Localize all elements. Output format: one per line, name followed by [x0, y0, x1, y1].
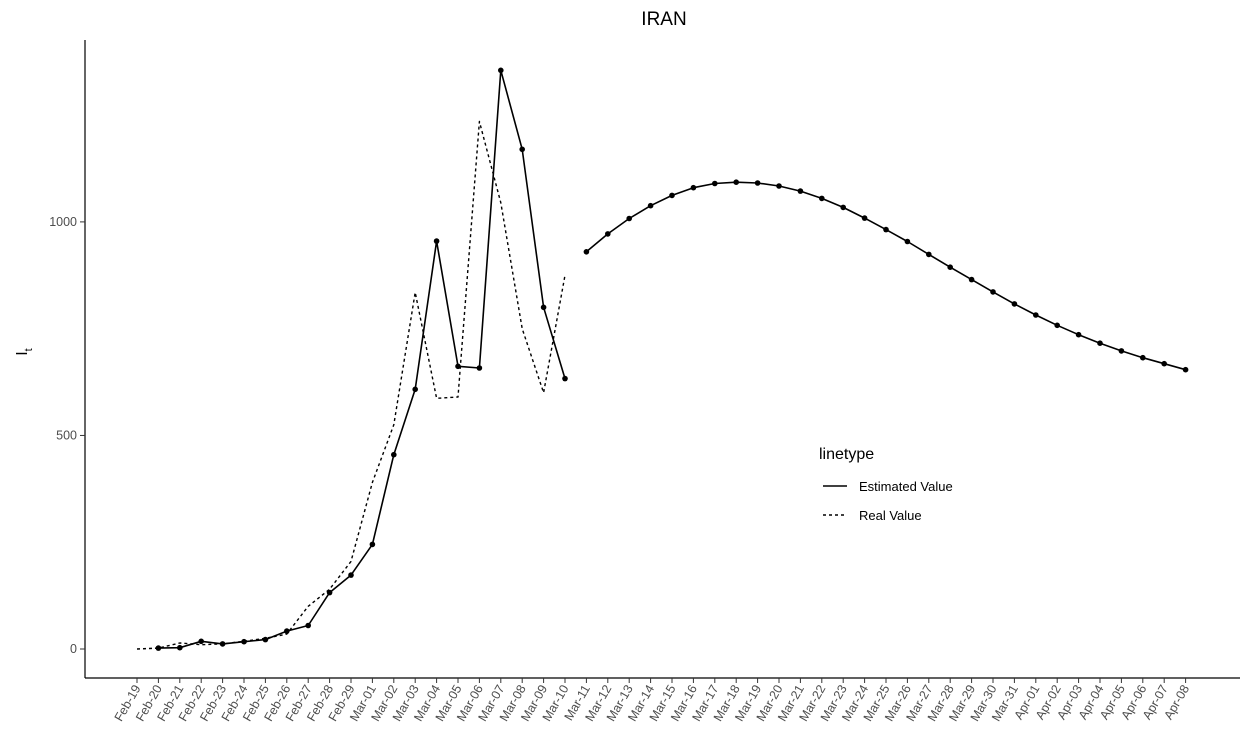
estimated-value-point [1118, 348, 1125, 354]
estimated-value-point [348, 572, 354, 578]
estimated-value-point [947, 264, 953, 271]
estimated-value-point [926, 251, 932, 258]
estimated-value-point [433, 238, 440, 244]
estimated-value-point [198, 638, 204, 645]
x-ticks: Feb-19Feb-20Feb-21Feb-22Feb-23Feb-24Feb-… [112, 678, 1192, 724]
estimated-value-point [733, 179, 739, 185]
legend-entries: Estimated Value Real Value [823, 479, 953, 523]
estimated-value-point [712, 180, 718, 187]
estimated-value-point [540, 304, 547, 311]
estimated-value-point [605, 231, 611, 237]
estimated-value-point [498, 67, 504, 74]
estimated-value-point [968, 276, 975, 283]
axes [84, 40, 1240, 679]
estimated-value-point [262, 636, 269, 643]
estimated-value-point [797, 188, 804, 194]
estimated-value-point [754, 180, 761, 186]
estimated-value-point [1182, 366, 1189, 373]
estimated-value-point [284, 628, 290, 634]
estimated-value-point [1075, 331, 1082, 338]
y-axis-title-subscript: t [23, 348, 35, 351]
legend-label: Estimated Value [859, 479, 953, 494]
y-ticks: 0 500 1000 [49, 215, 85, 656]
estimated-value-point [669, 192, 675, 199]
y-axis-title: It [14, 348, 35, 356]
estimated-value-point [155, 645, 162, 651]
estimated-value-point [1033, 312, 1039, 318]
y-tick-label: 0 [70, 642, 77, 656]
estimated-value-point [583, 249, 590, 255]
estimated-value-point [1054, 322, 1060, 329]
estimated-value-point [305, 622, 312, 629]
series-layer [136, 67, 1189, 651]
estimated-value-point [904, 238, 911, 245]
estimated-value-point [241, 638, 247, 645]
estimated-value-point [819, 195, 825, 202]
estimated-value-point [1161, 360, 1167, 367]
estimated-value-point [690, 184, 697, 191]
estimated-value-point [1011, 301, 1018, 307]
series-real-value [136, 120, 566, 650]
estimated-value-point [1140, 354, 1146, 361]
estimated-value-line [158, 69, 566, 649]
real-value-line [136, 120, 566, 650]
estimated-value-point [990, 289, 996, 295]
y-tick-label: 1000 [49, 215, 77, 229]
estimated-value-point [391, 451, 397, 458]
y-tick-label: 500 [56, 428, 77, 442]
legend-title: linetype [819, 446, 874, 463]
estimated-value-point [1097, 340, 1103, 347]
estimated-value-point [562, 375, 568, 382]
y-axis-title-group: It [14, 348, 35, 356]
series-estimated-value [155, 67, 1189, 651]
legend: linetype Estimated Value Real Value [819, 446, 953, 523]
estimated-value-line [585, 181, 1186, 371]
estimated-value-point [369, 541, 376, 548]
chart-title: IRAN [641, 9, 686, 30]
estimated-value-point [177, 644, 183, 651]
estimated-value-point [626, 215, 632, 222]
legend-label: Real Value [859, 508, 922, 523]
estimated-value-point [476, 365, 483, 371]
estimated-value-point [519, 146, 525, 153]
estimated-value-point [840, 204, 846, 211]
y-axis-title-main: I [14, 351, 31, 355]
estimated-value-point [412, 386, 419, 393]
estimated-value-point [455, 363, 461, 370]
estimated-value-point [647, 202, 654, 209]
estimated-value-point [883, 226, 889, 233]
estimated-value-point [861, 215, 868, 221]
estimated-value-point [776, 183, 782, 189]
